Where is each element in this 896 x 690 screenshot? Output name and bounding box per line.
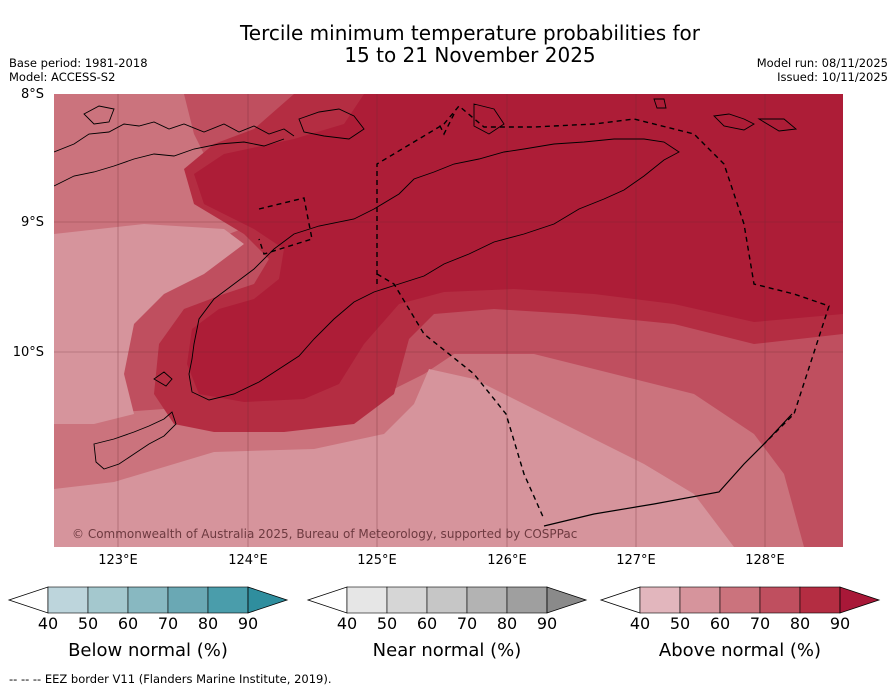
colorbar-near-segment bbox=[386, 586, 428, 614]
colorbar-below-segment bbox=[207, 586, 249, 614]
colorbar-near-tick-label: 60 bbox=[416, 614, 438, 633]
issued-date: Issued: 10/11/2025 bbox=[777, 70, 888, 84]
colorbar-near-segment bbox=[466, 586, 508, 614]
colorbar-near-tick-label: 80 bbox=[496, 614, 518, 633]
colorbar-below-tick-label: 60 bbox=[117, 614, 139, 633]
colorbar-near-segment bbox=[426, 586, 468, 614]
colorbar-above-tick-label: 50 bbox=[669, 614, 691, 633]
probability-map: © Commonwealth of Australia 2025, Bureau… bbox=[54, 94, 843, 547]
colorbar-near-tick-label: 70 bbox=[456, 614, 478, 633]
colorbar-below-high-arrow bbox=[247, 586, 289, 614]
colorbar-below-segment bbox=[127, 586, 169, 614]
maritime-border-solid bbox=[543, 413, 793, 527]
contour-layer-90 bbox=[187, 94, 843, 402]
colorbar-title-near: Near normal (%) bbox=[372, 640, 522, 661]
colorbar-near-tick-label: 40 bbox=[336, 614, 358, 633]
graticule bbox=[54, 94, 843, 547]
meta-left: Base period: 1981-2018 Model: ACCESS-S2 bbox=[9, 56, 148, 84]
base-period: Base period: 1981-2018 bbox=[9, 56, 148, 70]
copyright-notice: © Commonwealth of Australia 2025, Bureau… bbox=[72, 527, 577, 541]
colorbar-above-low-arrow bbox=[599, 586, 641, 614]
colorbar-above-tick-label: 60 bbox=[709, 614, 731, 633]
colorbar-below-tick-label: 90 bbox=[237, 614, 259, 633]
colorbar-below-segment bbox=[47, 586, 89, 614]
model-run: Model run: 08/11/2025 bbox=[756, 56, 888, 70]
colorbar-above-segment bbox=[799, 586, 841, 614]
colorbar-near-low-arrow bbox=[306, 586, 348, 614]
colorbar-below-tick-label: 40 bbox=[37, 614, 59, 633]
lon-label-125e: 125°E bbox=[357, 553, 397, 568]
colorbar-above-segment bbox=[679, 586, 721, 614]
colorbar-above-segment bbox=[719, 586, 761, 614]
colorbar-below-tick-label: 50 bbox=[77, 614, 99, 633]
colorbar-near-tick-label: 50 bbox=[376, 614, 398, 633]
colorbar-title-above: Above normal (%) bbox=[658, 640, 822, 661]
colorbar-near-segment bbox=[346, 586, 388, 614]
map-title-line1: Tercile minimum temperature probabilitie… bbox=[239, 21, 701, 45]
colorbar-above-tick-label: 90 bbox=[829, 614, 851, 633]
colorbar-above-segment bbox=[759, 586, 801, 614]
colorbar-above-tick-label: 80 bbox=[789, 614, 811, 633]
lon-label-126e: 126°E bbox=[487, 553, 527, 568]
coast-sumba bbox=[93, 371, 177, 470]
coast-small-islands-north bbox=[83, 98, 798, 140]
colorbar-near-tick-label: 90 bbox=[536, 614, 558, 633]
eez-borders bbox=[258, 105, 830, 520]
meta-right: Model run: 08/11/2025 Issued: 10/11/2025 bbox=[757, 56, 888, 84]
colorbar-above-high-arrow bbox=[839, 586, 881, 614]
colorbar-legends bbox=[7, 586, 881, 614]
colorbar-above-segment bbox=[639, 586, 681, 614]
colorbar-below-tick-label: 80 bbox=[197, 614, 219, 633]
model-name: Model: ACCESS-S2 bbox=[9, 70, 116, 84]
colorbar-above-tick-label: 40 bbox=[629, 614, 651, 633]
colorbar-near-high-arrow bbox=[546, 586, 588, 614]
colorbar-below-segment bbox=[167, 586, 209, 614]
coast-flores-islands bbox=[54, 121, 295, 187]
contour-layer-50 bbox=[54, 224, 734, 547]
lon-label-127e: 127°E bbox=[616, 553, 656, 568]
coastlines bbox=[54, 98, 798, 470]
lon-label-124e: 124°E bbox=[228, 553, 268, 568]
colorbar-near-segment bbox=[506, 586, 548, 614]
lat-label-8s: 8°S bbox=[20, 87, 44, 102]
colorbar-title-below: Below normal (%) bbox=[68, 640, 228, 661]
lat-label-9s: 9°S bbox=[20, 215, 44, 230]
coast-timor bbox=[188, 138, 680, 401]
colorbar-below-tick-label: 70 bbox=[157, 614, 179, 633]
colorbar-below-segment bbox=[87, 586, 129, 614]
lon-label-123e: 123°E bbox=[98, 553, 138, 568]
colorbar-below-low-arrow bbox=[7, 586, 49, 614]
map-title-line2: 15 to 21 November 2025 bbox=[344, 43, 596, 67]
eez-footnote: -- -- -- EEZ border V11 (Flanders Marine… bbox=[9, 672, 332, 686]
lon-label-128e: 128°E bbox=[745, 553, 785, 568]
lat-label-10s: 10°S bbox=[12, 345, 44, 360]
colorbar-above-tick-label: 70 bbox=[749, 614, 771, 633]
